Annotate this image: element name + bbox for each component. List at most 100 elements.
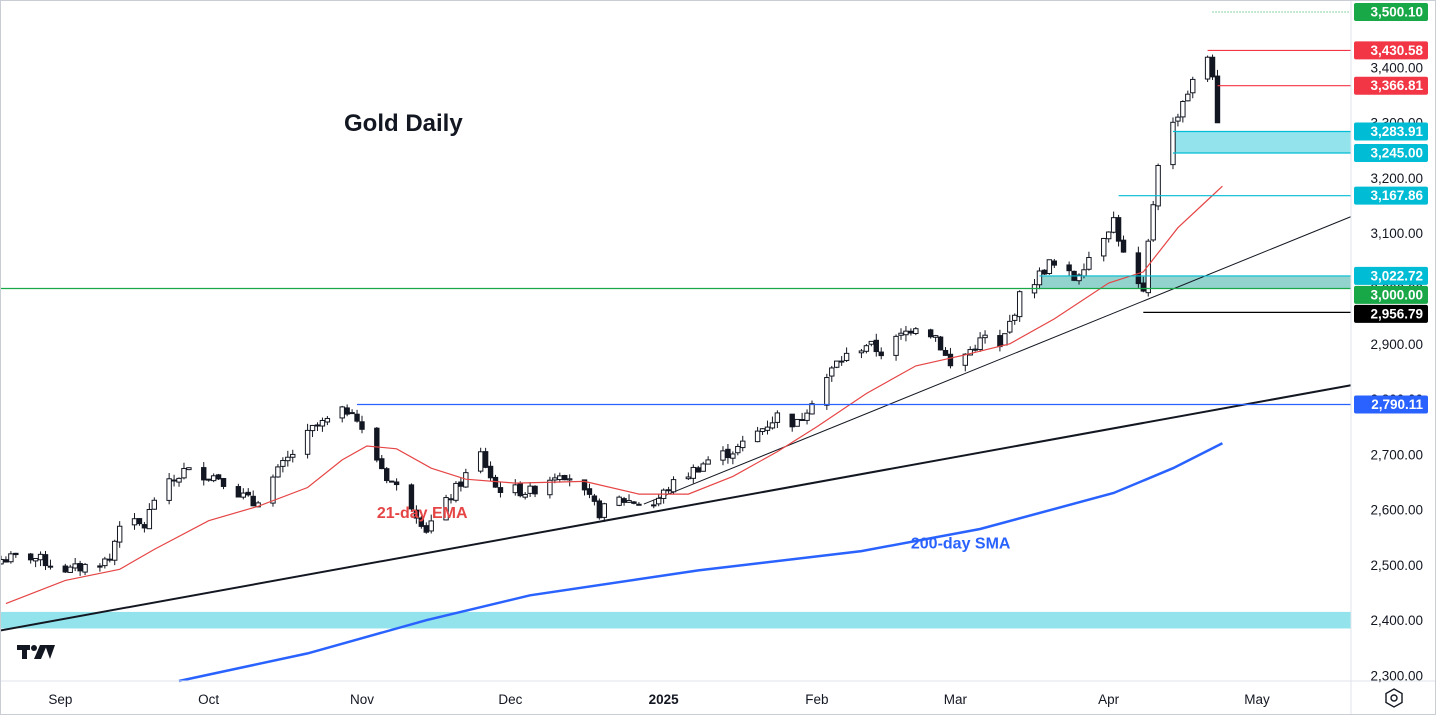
candle-body <box>622 499 626 503</box>
candle-body <box>454 483 458 500</box>
candle-body <box>48 566 52 567</box>
candle-body <box>394 482 398 485</box>
price-label: 3,167.86 <box>1370 188 1423 203</box>
candle-body <box>73 564 77 568</box>
candle-body <box>652 505 656 506</box>
candle-body <box>800 419 804 420</box>
time-tick-label: Feb <box>805 692 828 707</box>
candle-body <box>1106 232 1110 239</box>
price-tick-label: 2,500.00 <box>1370 558 1423 573</box>
candle-body <box>137 519 141 524</box>
candle-body <box>28 554 32 560</box>
candle-body <box>1 559 3 563</box>
candle-body <box>909 331 913 333</box>
zone-rect <box>1173 132 1351 154</box>
candle-body <box>770 423 774 428</box>
price-tick-label: 3,100.00 <box>1370 226 1423 241</box>
candle-body <box>241 493 245 497</box>
candle-body <box>1037 271 1041 285</box>
candle-body <box>310 425 314 430</box>
candle-body <box>449 499 453 500</box>
candle-body <box>216 475 220 479</box>
candle-body <box>355 414 359 421</box>
candle-body <box>271 477 275 503</box>
candle-body <box>587 489 591 495</box>
candle-body <box>167 479 171 501</box>
candle-body <box>172 480 176 481</box>
candle-body <box>132 519 136 525</box>
candle-body <box>835 361 839 367</box>
candle-body <box>14 553 18 554</box>
candle-body <box>389 481 393 482</box>
candle-body <box>281 461 285 467</box>
candle-body <box>894 336 898 355</box>
candle-body <box>528 486 532 493</box>
time-tick-label: Apr <box>1098 692 1120 707</box>
candle-body <box>696 468 700 472</box>
candle-body <box>592 496 596 501</box>
candle-body <box>459 482 463 486</box>
candle-body <box>1205 57 1209 79</box>
candle-body <box>558 476 562 480</box>
candle-body <box>839 361 843 362</box>
candle-body <box>983 335 987 337</box>
candle-body <box>152 500 156 509</box>
candle-body <box>1186 94 1190 101</box>
candle-body <box>741 441 745 447</box>
candle-body <box>211 476 215 481</box>
candle-body <box>691 467 695 478</box>
price-label: 3,245.00 <box>1370 146 1423 161</box>
candle-body <box>1013 315 1017 320</box>
candle-body <box>755 431 759 442</box>
candle-body <box>533 486 537 494</box>
candle-body <box>1047 260 1051 274</box>
price-tick-label: 2,700.00 <box>1370 447 1423 462</box>
candle-body <box>671 480 675 492</box>
candle-body <box>1042 270 1046 274</box>
candle-body <box>1003 334 1007 345</box>
candle-body <box>1008 321 1012 332</box>
candle-body <box>78 564 82 571</box>
candle-body <box>142 525 146 528</box>
candle-body <box>305 430 309 454</box>
candle-body <box>523 494 527 497</box>
price-tick-label: 2,300.00 <box>1370 668 1423 683</box>
candle-body <box>1171 122 1175 164</box>
candle-body <box>973 349 977 350</box>
candle-body <box>202 468 206 480</box>
candle-body <box>617 497 621 505</box>
time-tick-label: May <box>1244 692 1270 707</box>
candle-body <box>726 449 730 457</box>
price-label: 3,000.00 <box>1370 287 1423 302</box>
candle-body <box>83 564 87 572</box>
candle-body <box>478 452 482 471</box>
chart-title: Gold Daily <box>344 110 463 137</box>
candle-body <box>345 408 349 414</box>
time-tick-label: Oct <box>198 692 219 707</box>
candle-body <box>963 354 967 365</box>
candle-body <box>666 490 670 491</box>
candle-body <box>765 427 769 430</box>
candle-body <box>775 413 779 422</box>
candle-body <box>1082 270 1086 276</box>
candle-body <box>879 352 883 356</box>
candle-body <box>276 467 280 477</box>
candle-body <box>498 488 502 493</box>
candle-body <box>637 504 641 505</box>
candle-body <box>553 478 557 480</box>
time-tick-label: Mar <box>944 692 968 707</box>
candle-body <box>63 566 67 572</box>
candle-body <box>978 338 982 350</box>
candle-body <box>904 331 908 335</box>
candle-body <box>928 330 932 337</box>
candle-body <box>859 351 863 353</box>
candle-body <box>117 526 121 542</box>
time-tick-label: Nov <box>350 692 374 707</box>
price-tick-label: 3,400.00 <box>1370 60 1423 75</box>
candle-body <box>656 498 660 503</box>
candle-body <box>286 457 290 460</box>
candle-body <box>706 460 710 464</box>
candle-body <box>914 329 918 334</box>
candle-body <box>206 479 210 480</box>
